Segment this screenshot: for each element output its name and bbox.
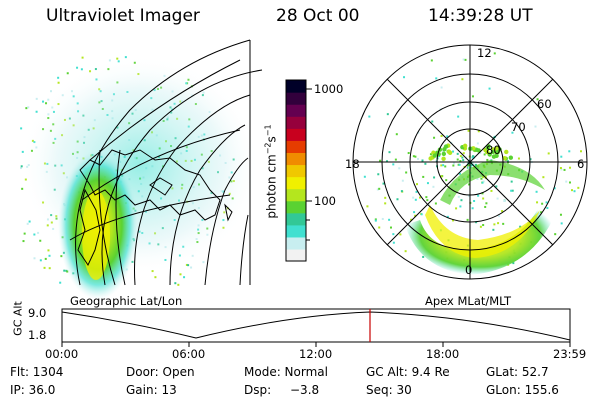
lat-label-80: 80: [486, 143, 501, 157]
ip-value: IP: 36.0: [10, 383, 56, 397]
gc-alt-axis-label: GC Alt: [11, 301, 25, 336]
colorbar-tick-1000: 1000: [314, 82, 344, 96]
time-tick-2359: 23:59: [553, 347, 587, 361]
header-date: 28 Oct 00: [276, 6, 360, 26]
mode-value: Mode: Normal: [244, 365, 328, 379]
glat-value: GLat: 52.7: [486, 365, 549, 379]
sequence-value: Seq: 30: [366, 383, 412, 397]
time-tick-0600: 06:00: [172, 347, 206, 361]
header-time: 14:39:28 UT: [428, 6, 533, 26]
lat-label-60: 60: [537, 97, 552, 111]
geographic-label: Geographic Lat/Lon: [70, 294, 183, 308]
glon-value: GLon: 155.6: [486, 383, 559, 397]
gc-alt-tick-bottom: 1.8: [28, 328, 47, 342]
dsp-value: −3.8: [290, 383, 320, 397]
colorbar-tick-100: 100: [314, 194, 336, 208]
app-title: Ultraviolet Imager: [46, 6, 200, 26]
mlt-label-12: 12: [477, 46, 492, 60]
door-status: Door: Open: [126, 365, 195, 379]
mlt-label-6: 6: [577, 157, 585, 171]
gc-alt-value: GC Alt: 9.4 Re: [366, 365, 450, 379]
dsp-label: Dsp:: [244, 383, 272, 397]
time-tick-1800: 18:00: [426, 347, 460, 361]
gain-value: Gain: 13: [126, 383, 177, 397]
mlt-label-0: 0: [465, 263, 473, 277]
time-tick-0000: 00:00: [45, 347, 79, 361]
time-tick-1200: 12:00: [299, 347, 333, 361]
gc-alt-tick-top: 9.0: [28, 306, 47, 320]
mlt-label-18: 18: [345, 157, 360, 171]
apex-label: Apex MLat/MLT: [425, 294, 512, 308]
flight-number: Flt: 1304: [10, 365, 64, 379]
lat-label-70: 70: [511, 120, 526, 134]
